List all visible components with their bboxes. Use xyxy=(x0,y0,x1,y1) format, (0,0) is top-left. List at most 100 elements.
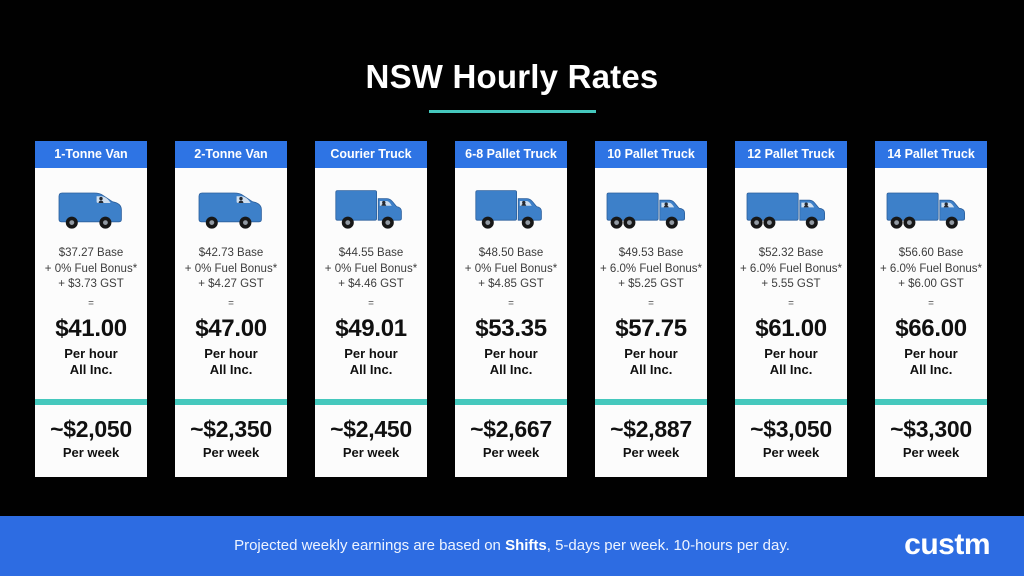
teal-divider xyxy=(35,399,147,405)
hourly-rate: $57.75 xyxy=(615,314,687,342)
per-hour-label: Per hour xyxy=(64,345,118,361)
fuel-bonus: + 0% Fuel Bonus* xyxy=(464,262,558,275)
vehicle-name: 6-8 Pallet Truck xyxy=(455,141,567,168)
vehicle-name: 2-Tonne Van xyxy=(175,141,287,168)
all-inc-label: All Inc. xyxy=(769,362,813,377)
all-inc-label: All Inc. xyxy=(909,362,953,377)
box-truck-icon xyxy=(469,183,553,235)
equals-sign: = xyxy=(648,297,654,309)
gst: + $4.85 GST xyxy=(478,278,544,290)
gst: + $3.73 GST xyxy=(58,278,124,290)
gst: + $4.46 GST xyxy=(338,278,404,290)
gst: + $5.25 GST xyxy=(618,278,684,290)
per-hour-label: Per hour xyxy=(624,345,678,361)
vehicle-name: 1-Tonne Van xyxy=(35,141,147,168)
page-title: NSW Hourly Rates xyxy=(365,58,659,95)
card-body: $44.55 Base + 0% Fuel Bonus* + $4.46 GST… xyxy=(315,168,427,399)
footer-note-bold: Shifts xyxy=(505,537,547,554)
card-body: $37.27 Base + 0% Fuel Bonus* + $3.73 GST… xyxy=(35,168,147,399)
base-rate: $48.50 Base xyxy=(478,247,544,259)
all-inc-label: All Inc. xyxy=(629,362,673,377)
hourly-rate: $41.00 xyxy=(55,314,127,342)
rate-card-14-pallet-truck: 14 Pallet Truck $56.60 Base + 6.0% Fuel … xyxy=(875,141,987,477)
large-truck-icon xyxy=(601,183,701,235)
base-rate: $42.73 Base xyxy=(198,247,264,259)
fuel-bonus: + 6.0% Fuel Bonus* xyxy=(600,262,702,275)
rate-breakdown: $44.55 Base + 0% Fuel Bonus* + $4.46 GST xyxy=(325,246,417,293)
weekly-rate: ~$2,667 xyxy=(470,416,552,442)
vehicle-name: 14 Pallet Truck xyxy=(875,141,987,168)
all-inc-label: All Inc. xyxy=(349,362,393,377)
gst: + $4.27 GST xyxy=(198,278,264,290)
hourly-rate: $47.00 xyxy=(195,314,267,342)
weekly-section: ~$2,667 Per week xyxy=(455,405,567,477)
weekly-rate: ~$3,050 xyxy=(750,416,832,442)
title-underline xyxy=(428,110,596,113)
footer-note-before: Projected weekly earnings are based on xyxy=(234,537,506,554)
vehicle-name: 12 Pallet Truck xyxy=(735,141,847,168)
rate-breakdown: $42.73 Base + 0% Fuel Bonus* + $4.27 GST xyxy=(185,246,277,293)
base-rate: $44.55 Base xyxy=(338,247,404,259)
card-body: $42.73 Base + 0% Fuel Bonus* + $4.27 GST… xyxy=(175,168,287,399)
all-inc-label: All Inc. xyxy=(209,362,253,377)
weekly-rate: ~$2,350 xyxy=(190,416,272,442)
gst: + 5.55 GST xyxy=(761,278,821,290)
card-body: $56.60 Base + 6.0% Fuel Bonus* + $6.00 G… xyxy=(875,168,987,399)
fuel-bonus: + 0% Fuel Bonus* xyxy=(184,262,278,275)
teal-divider xyxy=(595,399,707,405)
van-icon xyxy=(191,183,271,235)
teal-divider xyxy=(875,399,987,405)
vehicle-name: 10 Pallet Truck xyxy=(595,141,707,168)
rate-card-1-tonne-van: 1-Tonne Van $37.27 Base + 0% Fuel Bonus*… xyxy=(35,141,147,477)
all-inc-label: All Inc. xyxy=(69,362,113,377)
hourly-rate: $53.35 xyxy=(475,314,547,342)
weekly-section: ~$2,887 Per week xyxy=(595,405,707,477)
weekly-section: ~$2,050 Per week xyxy=(35,405,147,477)
gst: + $6.00 GST xyxy=(898,278,964,290)
weekly-section: ~$3,300 Per week xyxy=(875,405,987,477)
rate-breakdown: $37.27 Base + 0% Fuel Bonus* + $3.73 GST xyxy=(45,246,137,293)
rate-breakdown: $48.50 Base + 0% Fuel Bonus* + $4.85 GST xyxy=(465,246,557,293)
per-hour-label: Per hour xyxy=(764,345,818,361)
equals-sign: = xyxy=(368,297,374,309)
base-rate: $52.32 Base xyxy=(758,247,824,259)
large-truck-icon xyxy=(741,183,841,235)
weekly-section: ~$2,350 Per week xyxy=(175,405,287,477)
per-week-label: Per week xyxy=(62,445,120,460)
hourly-rate: $61.00 xyxy=(755,314,827,342)
header: NSW Hourly Rates xyxy=(0,58,1024,113)
weekly-rate: ~$2,887 xyxy=(610,416,692,442)
per-week-label: Per week xyxy=(202,445,260,460)
equals-sign: = xyxy=(928,297,934,309)
rate-card-6-8-pallet-truck: 6-8 Pallet Truck $48.50 Base + 0% Fuel B… xyxy=(455,141,567,477)
per-week-label: Per week xyxy=(902,445,960,460)
equals-sign: = xyxy=(788,297,794,309)
weekly-section: ~$2,450 Per week xyxy=(315,405,427,477)
rate-breakdown: $52.32 Base + 6.0% Fuel Bonus* + 5.55 GS… xyxy=(740,246,842,293)
card-body: $49.53 Base + 6.0% Fuel Bonus* + $5.25 G… xyxy=(595,168,707,399)
footer-note: Projected weekly earnings are based on S… xyxy=(0,516,1024,576)
all-inc-label: All Inc. xyxy=(489,362,533,377)
teal-divider xyxy=(735,399,847,405)
rate-breakdown: $56.60 Base + 6.0% Fuel Bonus* + $6.00 G… xyxy=(880,246,982,293)
rate-card-10-pallet-truck: 10 Pallet Truck $49.53 Base + 6.0% Fuel … xyxy=(595,141,707,477)
per-hour-label: Per hour xyxy=(204,345,258,361)
van-icon xyxy=(51,183,131,235)
box-truck-icon xyxy=(329,183,413,235)
per-hour-label: Per hour xyxy=(904,345,958,361)
vehicle-name: Courier Truck xyxy=(315,141,427,168)
rate-card-2-tonne-van: 2-Tonne Van $42.73 Base + 0% Fuel Bonus*… xyxy=(175,141,287,477)
per-week-label: Per week xyxy=(342,445,400,460)
card-body: $52.32 Base + 6.0% Fuel Bonus* + 5.55 GS… xyxy=(735,168,847,399)
equals-sign: = xyxy=(88,297,94,309)
per-week-label: Per week xyxy=(482,445,540,460)
per-week-label: Per week xyxy=(622,445,680,460)
weekly-section: ~$3,050 Per week xyxy=(735,405,847,477)
card-body: $48.50 Base + 0% Fuel Bonus* + $4.85 GST… xyxy=(455,168,567,399)
per-hour-label: Per hour xyxy=(484,345,538,361)
footer-bar: Projected weekly earnings are based on S… xyxy=(0,516,1024,576)
rate-card-courier-truck: Courier Truck $44.55 Base + 0% Fuel Bonu… xyxy=(315,141,427,477)
fuel-bonus: + 6.0% Fuel Bonus* xyxy=(740,262,842,275)
equals-sign: = xyxy=(228,297,234,309)
